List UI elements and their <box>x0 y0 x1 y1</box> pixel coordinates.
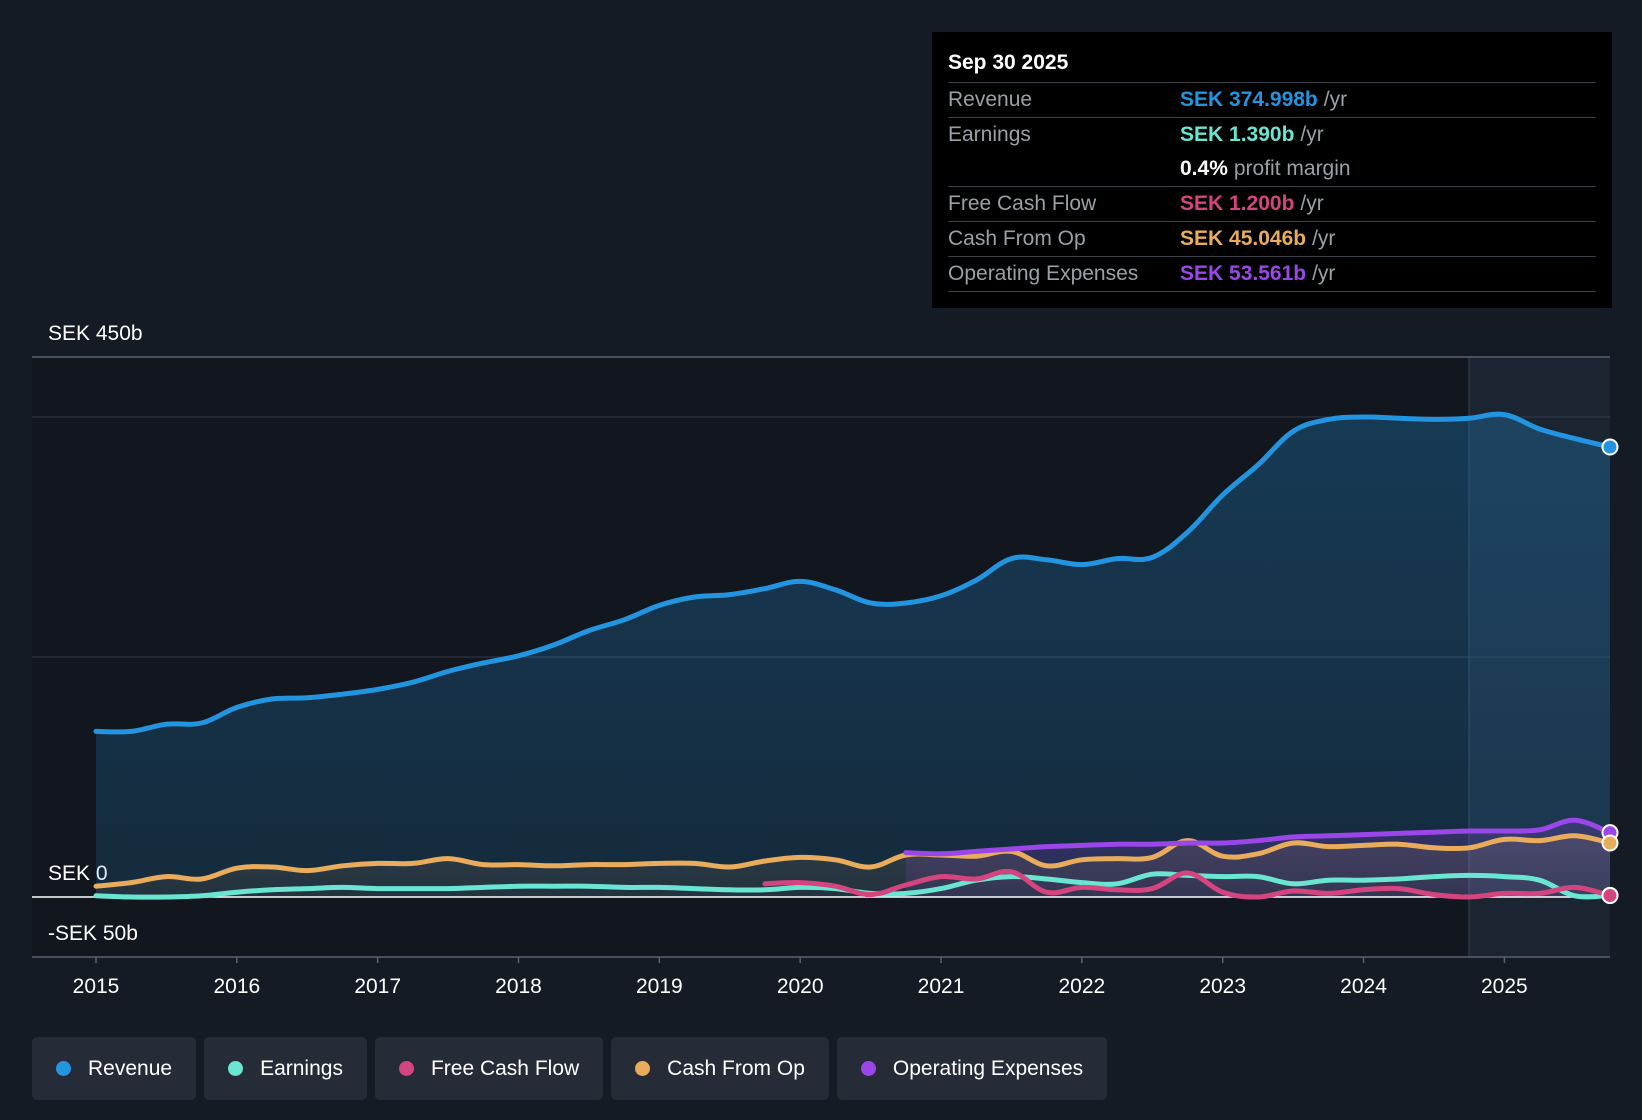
x-tick-label: 2019 <box>636 975 683 998</box>
legend-item-revenue[interactable]: Revenue <box>32 1037 197 1100</box>
legend-item-earnings[interactable]: Earnings <box>204 1037 367 1100</box>
tooltip-row: Operating Expenses SEK 53.561b/yr <box>948 257 1596 292</box>
tooltip-panel: Sep 30 2025 Revenue SEK 374.998b/yr Earnin… <box>932 32 1612 308</box>
tooltip-row: Free Cash Flow SEK 1.200b/yr <box>948 187 1596 222</box>
x-tick-label: 2017 <box>354 975 401 998</box>
tooltip-row-unit: profit margin <box>1233 157 1351 180</box>
y-axis-bottom-label: -SEK 50b <box>48 922 138 945</box>
tooltip-date: Sep 30 2025 <box>948 46 1596 83</box>
tooltip-row-value: SEK 45.046b <box>1180 227 1307 250</box>
series-line-revenue <box>93 411 1613 735</box>
tooltip-row-unit: /yr <box>1323 88 1348 111</box>
series-line-cash-from-op <box>93 833 1613 889</box>
legend-item-operating-expenses[interactable]: Operating Expenses <box>836 1037 1108 1100</box>
tooltip-row-unit: /yr <box>1300 192 1324 215</box>
legend-label: Operating Expenses <box>892 1056 1084 1080</box>
tooltip-row-label: Revenue <box>948 88 1033 111</box>
legend-label: Cash From Op <box>667 1056 805 1080</box>
legend-item-free-cash-flow[interactable]: Free Cash Flow <box>374 1037 604 1100</box>
series-line-operating-expenses <box>903 817 1613 857</box>
x-tick-label: 2016 <box>213 975 260 998</box>
legend: Revenue Earnings Free Cash Flow Cash From O… <box>32 1037 1115 1100</box>
legend-label: Free Cash Flow <box>430 1056 580 1080</box>
legend-label: Revenue <box>88 1056 173 1080</box>
legend-item-cash-from-op[interactable]: Cash From Op <box>611 1037 829 1100</box>
tooltip-row: Revenue SEK 374.998b/yr <box>948 83 1596 118</box>
legend-dot-icon <box>398 1061 414 1076</box>
series-end-marker-revenue <box>1601 438 1619 456</box>
series-end-marker-free-cash-flow <box>1601 887 1619 905</box>
tooltip-row-value: SEK 1.390b <box>1180 123 1295 146</box>
x-tick-label: 2015 <box>73 975 120 998</box>
tooltip-row-unit: /yr <box>1312 262 1336 285</box>
tooltip-row-label: Free Cash Flow <box>948 192 1097 215</box>
legend-label: Earnings <box>260 1056 343 1080</box>
x-tick-label: 2020 <box>777 975 824 998</box>
tooltip-row: Earnings SEK 1.390b/yr <box>948 118 1596 152</box>
tooltip-row-label: Operating Expenses <box>948 262 1139 285</box>
tooltip-row-value: SEK 53.561b <box>1180 262 1307 285</box>
x-tick-label: 2021 <box>918 975 965 998</box>
tooltip-row-label <box>948 152 1180 186</box>
tooltip-row: Cash From Op SEK 45.046b/yr <box>948 222 1596 257</box>
x-tick-label: 2018 <box>495 975 542 998</box>
x-tick-label: 2023 <box>1199 975 1246 998</box>
tooltip-row-label: Earnings <box>948 123 1031 146</box>
tooltip-row-unit: /yr <box>1300 123 1324 146</box>
tooltip-row-unit: /yr <box>1312 227 1336 250</box>
tooltip-row-label: Cash From Op <box>948 227 1086 250</box>
tooltip-row-value: SEK 374.998b <box>1180 88 1318 111</box>
legend-dot-icon <box>228 1061 244 1076</box>
x-tick-label: 2022 <box>1059 975 1106 998</box>
tooltip-row-value: 0.4% <box>1180 157 1228 180</box>
tooltip-row: 0.4% profit margin <box>948 152 1596 187</box>
legend-dot-icon <box>635 1061 651 1076</box>
series-line-free-cash-flow <box>762 868 1613 900</box>
tooltip-row-value: SEK 1.200b <box>1180 192 1295 215</box>
x-tick-label: 2025 <box>1481 975 1528 998</box>
series-area-revenue <box>96 414 1610 897</box>
y-axis-top-label: SEK 450b <box>48 322 143 345</box>
legend-dot-icon <box>56 1061 71 1076</box>
y-axis-zero-label: SEK 0 <box>48 862 108 885</box>
series-end-marker-cash-from-op <box>1601 834 1619 852</box>
legend-dot-icon <box>860 1061 876 1076</box>
x-tick-label: 2024 <box>1340 975 1387 998</box>
